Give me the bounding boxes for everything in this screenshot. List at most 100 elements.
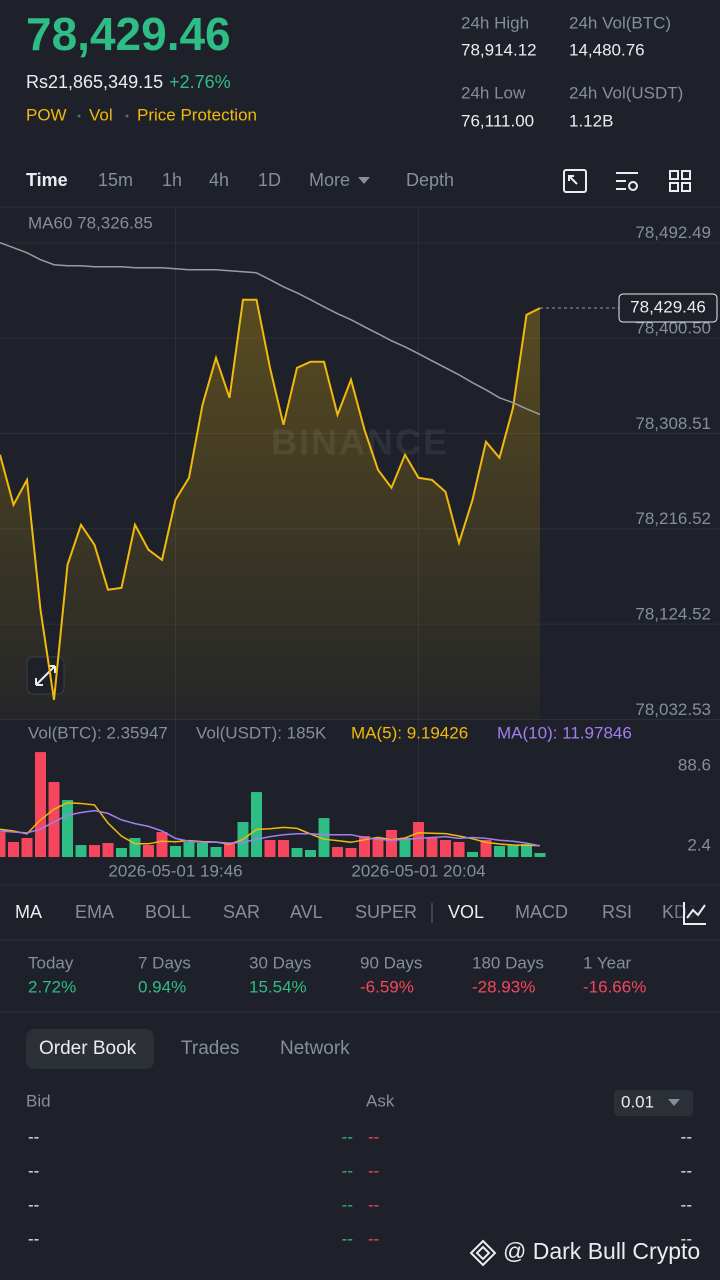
volume-ma-line xyxy=(0,809,541,847)
volume-bar xyxy=(359,836,370,857)
volume-bar xyxy=(507,845,519,857)
volume-bar xyxy=(89,845,100,857)
volume-bar xyxy=(332,846,343,857)
volume-bar xyxy=(251,792,262,857)
author-watermark: @ Dark Bull Crypto xyxy=(469,1238,700,1267)
volume-bar xyxy=(386,830,397,857)
volume-bar xyxy=(480,840,492,857)
period-label: Today xyxy=(28,953,74,972)
tab-fade xyxy=(672,895,720,935)
interval-tab[interactable]: 15m xyxy=(98,170,133,190)
layout-icon[interactable] xyxy=(669,170,691,192)
bid-price: -- xyxy=(28,1195,39,1214)
interval-tab[interactable]: More xyxy=(309,170,350,190)
stat-label: 24h Vol(USDT) xyxy=(569,83,683,102)
y-tick-label: 78,032.53 xyxy=(635,700,711,719)
indicator-tab[interactable]: SAR xyxy=(223,902,260,922)
bid-price: -- xyxy=(28,1229,39,1248)
stat-value: 76,111.00 xyxy=(461,111,534,130)
bid-price: -- xyxy=(28,1161,39,1180)
tag[interactable]: Price Protection xyxy=(137,105,257,124)
separator xyxy=(125,114,129,118)
interval-tab[interactable]: Time xyxy=(26,170,68,190)
y-tick-label: 78,492.49 xyxy=(635,223,711,242)
indicator-tab[interactable]: SUPER xyxy=(355,902,417,922)
volume-bar xyxy=(170,845,181,857)
tab-pill xyxy=(26,1029,154,1069)
period-change: 2.72% xyxy=(28,977,76,996)
volume-legend: Vol(BTC): 2.35947 xyxy=(28,723,168,742)
order-book-tab[interactable]: Order Book xyxy=(39,1038,137,1059)
ask-price: -- xyxy=(368,1195,379,1214)
volume-bar xyxy=(156,832,168,857)
order-book-tab[interactable]: Network xyxy=(280,1038,350,1059)
y-tick-label: 78,308.51 xyxy=(635,414,711,433)
order-book-tab[interactable]: Trades xyxy=(181,1038,239,1059)
volume-bar xyxy=(197,842,208,857)
ask-label: Ask xyxy=(366,1091,395,1110)
volume-bar xyxy=(210,846,222,857)
ask-qty: -- xyxy=(681,1161,692,1180)
stat-label: 24h Vol(BTC) xyxy=(569,13,671,32)
bid-qty: -- xyxy=(342,1195,353,1214)
period-change: 0.94% xyxy=(138,977,186,996)
volume-ma-line xyxy=(0,802,541,847)
settings-icon[interactable] xyxy=(616,172,638,191)
precision-select[interactable] xyxy=(614,1090,693,1116)
stat-value: 14,480.76 xyxy=(569,40,645,59)
volume-bar xyxy=(399,837,411,857)
dropdown-arrow xyxy=(358,177,371,184)
ask-qty: -- xyxy=(681,1229,692,1248)
volume-bar xyxy=(305,850,316,857)
y-tick-label: 78,216.52 xyxy=(635,509,711,528)
indicator-tab[interactable]: VOL xyxy=(448,902,484,922)
volume-bar xyxy=(453,841,465,857)
indicator-tab[interactable]: AVL xyxy=(290,902,323,922)
x-tick-label: 2026-05-01 20:04 xyxy=(351,861,485,880)
fiat-price: Rs21,865,349.15 xyxy=(26,72,163,92)
indicator-tab[interactable]: MACD xyxy=(515,902,568,922)
interval-tab[interactable]: 1D xyxy=(258,170,281,190)
price-line: Rs21,865,349.15 +2.76% xyxy=(26,72,231,92)
interval-tab[interactable]: 1h xyxy=(162,170,182,190)
bid-qty: -- xyxy=(342,1161,353,1180)
x-tick-label: 2026-05-01 19:46 xyxy=(108,861,242,880)
last-price-label: 78,429.46 xyxy=(630,298,706,317)
fullscreen-icon[interactable] xyxy=(563,169,587,193)
volume-bar xyxy=(372,837,384,857)
chart-type-icon[interactable] xyxy=(683,902,706,925)
ma-legend: MA60 78,326.85 xyxy=(28,213,153,232)
volume-bar xyxy=(21,837,33,857)
volume-bar xyxy=(183,841,195,857)
volume-bar xyxy=(494,845,505,857)
indicator-tab[interactable]: RSI xyxy=(602,902,632,922)
bid-label: Bid xyxy=(26,1091,51,1110)
y-tick-label: 2.4 xyxy=(687,835,711,854)
interval-tab[interactable]: 4h xyxy=(209,170,229,190)
tag[interactable]: POW xyxy=(26,105,67,124)
indicator-tab[interactable]: BOLL xyxy=(145,902,191,922)
price-change: +2.76% xyxy=(169,72,231,92)
volume-bar xyxy=(8,841,19,857)
volume-bar xyxy=(143,845,154,857)
dropdown-arrow xyxy=(668,1099,680,1106)
volume-bar xyxy=(413,822,424,857)
volume-bar xyxy=(35,752,46,857)
volume-bar xyxy=(291,848,303,857)
interval-tab[interactable]: Depth xyxy=(406,170,454,190)
indicator-tab[interactable]: MA xyxy=(15,902,42,922)
volume-bar xyxy=(102,842,114,857)
ask-price: -- xyxy=(368,1161,379,1180)
price-area xyxy=(0,299,540,720)
volume-bar xyxy=(129,837,141,857)
indicator-tab[interactable]: EMA xyxy=(75,902,114,922)
bid-qty: -- xyxy=(342,1229,353,1248)
period-label: 1 Year xyxy=(583,953,632,972)
volume-bar xyxy=(440,840,451,857)
volume-bar xyxy=(521,844,532,857)
tag[interactable]: Vol xyxy=(89,105,113,124)
precision-value: 0.01 xyxy=(621,1092,654,1111)
